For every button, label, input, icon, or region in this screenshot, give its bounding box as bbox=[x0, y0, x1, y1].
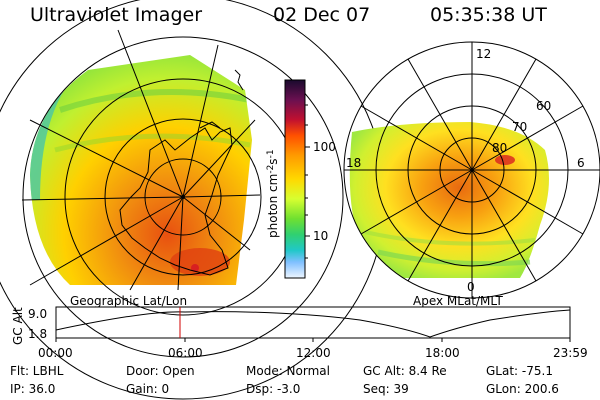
filter-info: Flt: LBHL bbox=[10, 364, 64, 378]
observation-date: 02 Dec 07 bbox=[273, 4, 371, 26]
ip-info: IP: 36.0 bbox=[10, 382, 56, 396]
apex-panel-label: Apex MLat/MLT bbox=[413, 294, 503, 308]
alt-ylabel: GC Alt bbox=[11, 307, 25, 345]
alt-xtick-0000: 00:00 bbox=[38, 346, 73, 360]
mlt-label-6: 6 bbox=[577, 156, 585, 170]
alt-xtick-0600: 06:00 bbox=[168, 346, 203, 360]
mlat-label-60: 60 bbox=[536, 99, 551, 113]
colorbar-tick-100: 100 bbox=[313, 140, 336, 154]
colorbar-tick-10: 10 bbox=[313, 229, 328, 243]
mlat-label-80: 80 bbox=[492, 141, 507, 155]
magnetic-image: 12 18 6 0 60 70 80 bbox=[343, 41, 600, 299]
gain-info: Gain: 0 bbox=[126, 382, 170, 396]
instrument-title: Ultraviolet Imager bbox=[30, 4, 203, 26]
door-info: Door: Open bbox=[126, 364, 195, 378]
mlt-label-0: 0 bbox=[467, 280, 475, 294]
colorbar-unit-label: photon cm-2s-1 bbox=[266, 149, 280, 238]
mlt-label-12: 12 bbox=[476, 47, 491, 61]
alt-ytick-bottom: 1.8 bbox=[28, 327, 47, 341]
gc-alt-info: GC Alt: 8.4 Re bbox=[363, 364, 447, 378]
seq-info: Seq: 39 bbox=[363, 382, 409, 396]
mlat-label-70: 70 bbox=[512, 120, 527, 134]
altitude-plot: 9.0 1.8 GC Alt 00:00 06:00 12:00 18:00 2… bbox=[11, 306, 588, 360]
mlt-label-18: 18 bbox=[346, 156, 361, 170]
observation-time: 05:35:38 UT bbox=[430, 4, 547, 26]
alt-xtick-2359: 23:59 bbox=[553, 346, 588, 360]
alt-xtick-1800: 18:00 bbox=[425, 346, 460, 360]
colorbar: 100 10 photon cm-2s-1 bbox=[266, 79, 336, 279]
alt-xtick-1200: 12:00 bbox=[296, 346, 331, 360]
geographic-panel-label: Geographic Lat/Lon bbox=[70, 294, 188, 308]
mode-info: Mode: Normal bbox=[246, 364, 330, 378]
alt-ytick-top: 9.0 bbox=[28, 307, 47, 321]
glon-info: GLon: 200.6 bbox=[486, 382, 559, 396]
glat-info: GLat: -75.1 bbox=[486, 364, 553, 378]
geographic-image bbox=[0, 0, 386, 400]
dsp-info: Dsp: -3.0 bbox=[246, 382, 301, 396]
